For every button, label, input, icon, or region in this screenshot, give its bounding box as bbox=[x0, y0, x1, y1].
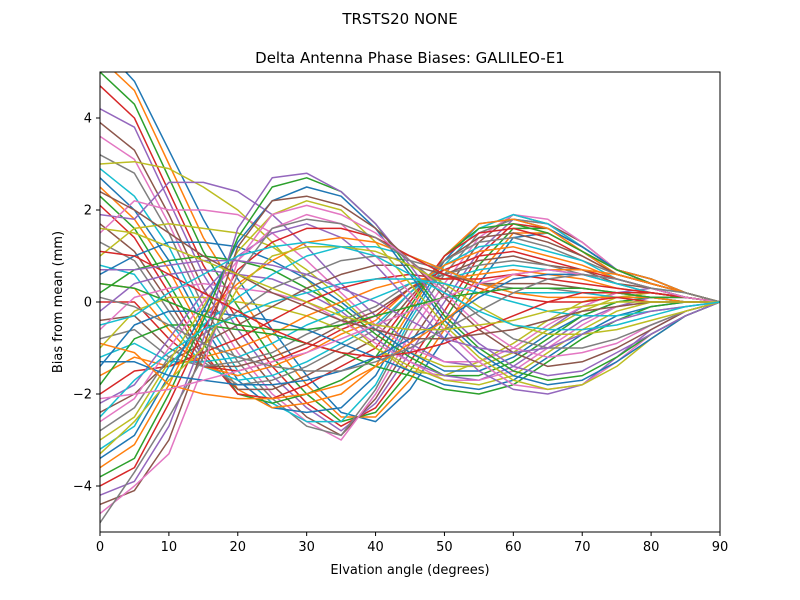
y-axis-label: Bias from mean (mm) bbox=[51, 231, 66, 373]
x-tick-label: 20 bbox=[230, 540, 247, 555]
x-tick-label: 0 bbox=[96, 540, 104, 555]
series-line-50 bbox=[100, 278, 720, 418]
x-axis-label: Elvation angle (degrees) bbox=[330, 563, 489, 578]
series-line-49 bbox=[100, 246, 720, 455]
x-tick-label: 70 bbox=[574, 540, 591, 555]
y-axis: −4 −2 0 2 4 bbox=[73, 112, 100, 495]
series-line-59 bbox=[100, 227, 720, 331]
series-layer bbox=[100, 72, 720, 524]
series-line-39 bbox=[100, 200, 720, 441]
series-line-58 bbox=[100, 273, 720, 372]
series-line-43 bbox=[100, 177, 720, 478]
series-line-56 bbox=[100, 190, 720, 340]
series-line-52 bbox=[100, 269, 720, 400]
y-tick-label: 0 bbox=[84, 296, 92, 311]
series-line-60 bbox=[100, 241, 720, 331]
y-tick-label: 4 bbox=[84, 112, 92, 127]
y-tick-label: −2 bbox=[73, 388, 92, 403]
x-axis: 0 10 20 30 40 50 60 70 80 90 bbox=[96, 532, 728, 555]
series-line-29 bbox=[100, 296, 720, 386]
x-tick-label: 90 bbox=[712, 540, 729, 555]
x-tick-label: 80 bbox=[643, 540, 660, 555]
x-tick-label: 30 bbox=[298, 540, 315, 555]
x-tick-label: 50 bbox=[436, 540, 453, 555]
y-tick-label: −4 bbox=[73, 480, 92, 495]
chart-title: Delta Antenna Phase Biases: GALILEO-E1 bbox=[255, 49, 565, 67]
series-line-54 bbox=[100, 250, 720, 358]
series-line-48 bbox=[100, 218, 720, 524]
x-tick-label: 60 bbox=[505, 540, 522, 555]
x-tick-label: 40 bbox=[367, 540, 384, 555]
chart-suptitle: TRSTS20 NONE bbox=[341, 10, 457, 28]
x-tick-label: 10 bbox=[161, 540, 178, 555]
y-tick-label: 2 bbox=[84, 204, 92, 219]
